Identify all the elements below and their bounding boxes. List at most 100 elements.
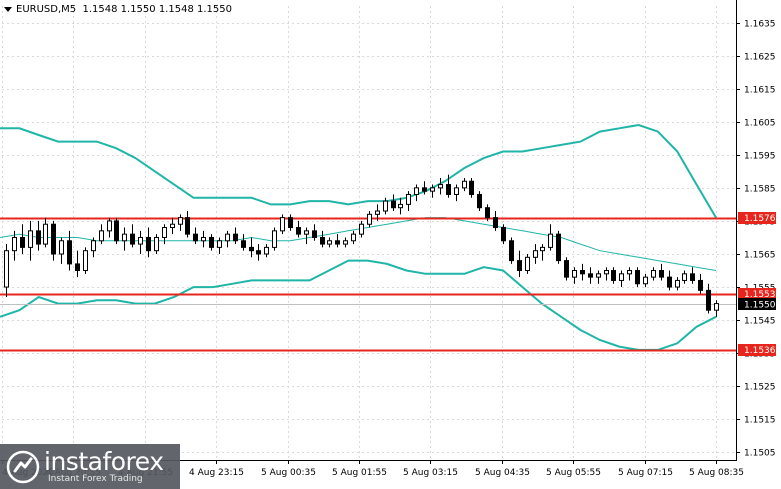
candle-body [83, 250, 88, 272]
brand-tagline: Instant Forex Trading [48, 474, 143, 484]
level-tag-1.1536 [738, 344, 776, 356]
brand-name: instaforex [44, 447, 164, 476]
brand-watermark: instaforex Instant Forex Trading [0, 444, 180, 489]
candle-body [249, 246, 254, 252]
caret-down-icon[interactable] [4, 6, 12, 12]
y-tick-label: 1.1595 [744, 152, 776, 162]
y-tick-label: 1.1605 [744, 119, 776, 129]
candle-body [36, 230, 41, 245]
candle-body [256, 250, 261, 255]
candle-body [359, 223, 364, 235]
x-tick-label: 5 Aug 03:15 [403, 468, 458, 478]
candle-body [485, 207, 490, 219]
candle-body [4, 250, 9, 288]
candle-body [596, 273, 601, 278]
candle-body [367, 213, 372, 225]
candle-body [327, 240, 332, 245]
y-tick-label: 1.1545 [744, 317, 776, 327]
candle-body [304, 230, 309, 235]
candle-body [556, 233, 561, 262]
candle-body [667, 276, 672, 288]
candle-body [67, 240, 72, 265]
candle-body [493, 217, 498, 229]
level-tag-text: 1.1576 [744, 214, 776, 224]
candle-body [525, 256, 530, 272]
candle-body [659, 270, 664, 278]
candle-body [517, 260, 522, 272]
candle-body [501, 227, 506, 242]
symbol-label: EURUSD,M5 [16, 4, 77, 15]
candle-body [454, 187, 459, 195]
candle-body [114, 220, 119, 242]
candle-body [477, 193, 482, 209]
candle-body [580, 270, 585, 275]
candle-body [462, 180, 467, 189]
candle-body [241, 240, 246, 248]
x-tick-label: 5 Aug 00:35 [261, 468, 316, 478]
y-tick-label: 1.1505 [744, 449, 776, 459]
bollinger-lower-line [0, 259, 717, 351]
level-tag-text: 1.1536 [744, 346, 776, 356]
candle-body [209, 236, 214, 248]
candlesticks [4, 174, 719, 317]
candle-body [635, 270, 640, 285]
candle-body [170, 223, 175, 229]
candle-body [225, 233, 230, 242]
ohlc-values: 1.1548 1.1550 1.1548 1.1550 [82, 4, 232, 15]
candle-body [548, 233, 553, 248]
candle-body [391, 200, 396, 209]
candle-body [272, 230, 277, 248]
candle-body [288, 217, 293, 229]
candle-body [75, 263, 80, 272]
candle-body [714, 303, 719, 311]
candle-body [509, 240, 514, 262]
candle-body [51, 223, 56, 255]
candle-body [43, 223, 48, 245]
y-tick-label: 1.1525 [744, 383, 776, 393]
x-tick-label: 5 Aug 05:55 [546, 468, 601, 478]
x-tick-label: 5 Aug 04:35 [475, 468, 530, 478]
current-price-tag [738, 298, 776, 310]
candle-body [193, 233, 198, 242]
candle-body [233, 233, 238, 242]
candle-body [20, 236, 25, 248]
candle-body [383, 200, 388, 212]
grid-lines [2, 6, 736, 459]
candle-body [122, 233, 127, 242]
candle-body [343, 240, 348, 245]
candle-body [422, 187, 427, 192]
bollinger-bands [0, 123, 717, 351]
candle-body [619, 273, 624, 281]
candle-body [162, 227, 167, 238]
candle-body [154, 236, 159, 252]
candle-body [414, 187, 419, 195]
x-tick-label: 4 Aug 23:15 [189, 468, 244, 478]
candle-body [604, 270, 609, 275]
current-price-text: 1.1550 [744, 301, 776, 311]
candle-body [280, 217, 285, 232]
candle-body [627, 270, 632, 275]
bollinger-middle-line [0, 217, 717, 271]
candle-body [430, 187, 435, 192]
level-tag-1.1553 [738, 288, 776, 300]
candle-body [651, 270, 656, 278]
candle-body [643, 276, 648, 285]
candle-body [138, 236, 143, 245]
candle-body [533, 250, 538, 258]
candle-body [107, 220, 112, 232]
price-level-labels: 1.1576 1.1553 1.1536 1.1550 [738, 212, 776, 356]
x-tick-label: 5 Aug 08:35 [689, 468, 744, 478]
candle-body [611, 270, 616, 281]
candle-body [59, 240, 64, 255]
y-tick-label: 1.1635 [744, 20, 776, 30]
candle-body [438, 184, 443, 189]
candle-body [320, 236, 325, 245]
candle-body [564, 260, 569, 278]
candle-body [312, 230, 317, 238]
instaforex-logo-icon [6, 450, 40, 484]
y-tick-label: 1.1585 [744, 185, 776, 195]
candle-body [406, 193, 411, 205]
